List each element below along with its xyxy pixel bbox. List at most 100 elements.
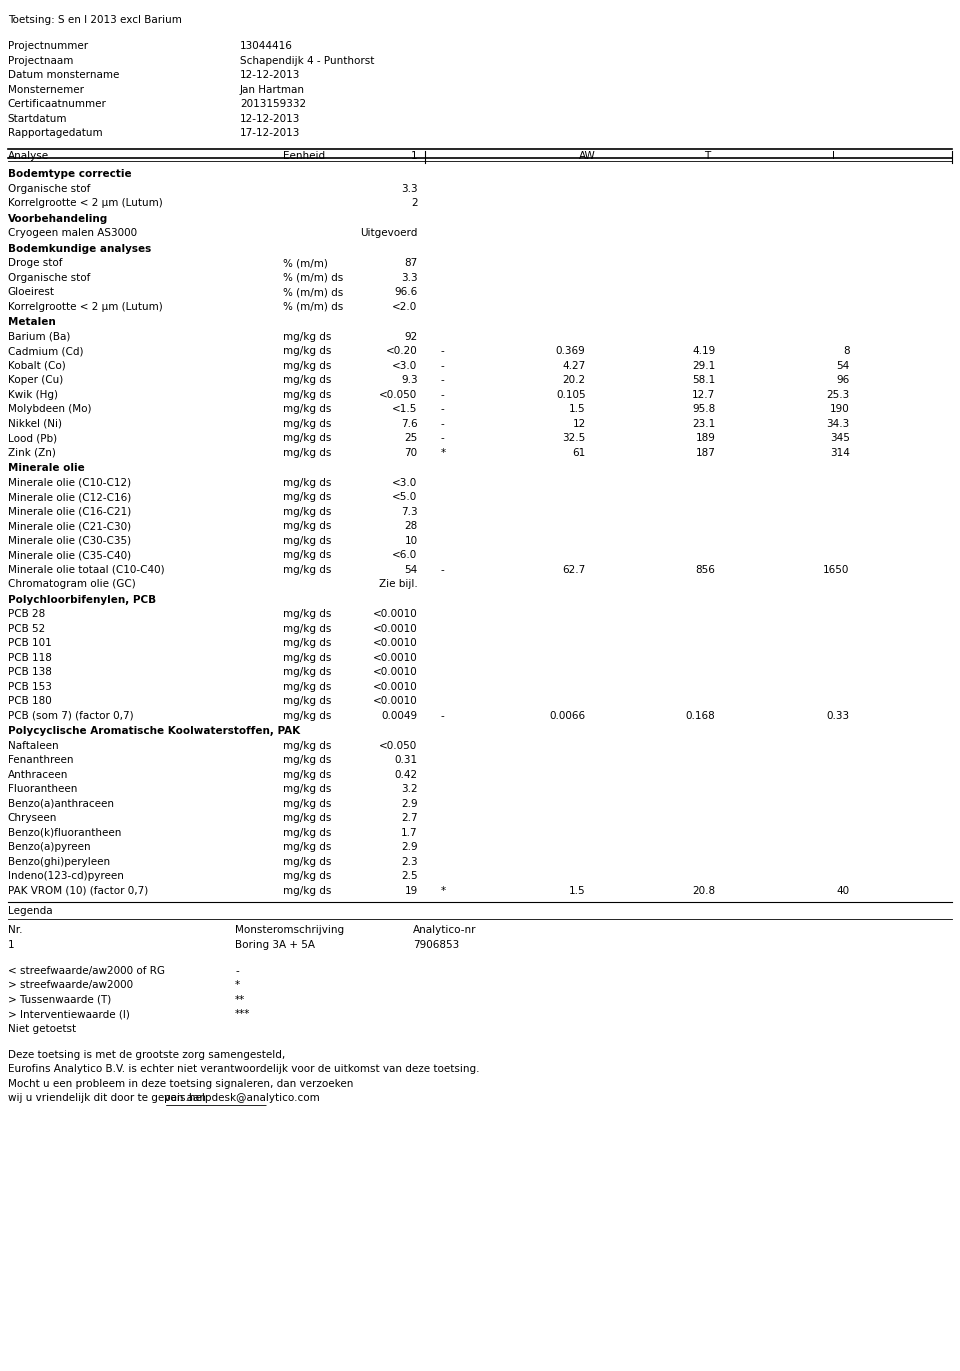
Text: 40: 40 [836,886,850,895]
Text: 96: 96 [836,376,850,385]
Text: Indeno(123-cd)pyreen: Indeno(123-cd)pyreen [8,871,124,882]
Text: > streefwaarde/aw2000: > streefwaarde/aw2000 [8,980,132,990]
Text: <0.0010: <0.0010 [372,624,418,633]
Text: 1.5: 1.5 [569,886,586,895]
Text: 1650: 1650 [824,565,850,574]
Text: pais.helpdesk@analytico.com: pais.helpdesk@analytico.com [163,1093,320,1104]
Text: Bodemkundige analyses: Bodemkundige analyses [8,244,151,254]
Text: PCB (som 7) (factor 0,7): PCB (som 7) (factor 0,7) [8,710,133,721]
Text: 87: 87 [404,258,418,269]
Text: <0.0010: <0.0010 [372,653,418,662]
Text: <0.0010: <0.0010 [372,668,418,677]
Text: Chryseen: Chryseen [8,813,57,823]
Text: mg/kg ds: mg/kg ds [283,477,331,488]
Text: -: - [441,710,444,721]
Text: mg/kg ds: mg/kg ds [283,536,331,546]
Text: Naftaleen: Naftaleen [8,740,59,751]
Text: mg/kg ds: mg/kg ds [283,418,331,429]
Text: 3.3: 3.3 [401,273,418,282]
Text: 34.3: 34.3 [827,418,850,429]
Text: mg/kg ds: mg/kg ds [283,376,331,385]
Text: Analytico-nr: Analytico-nr [413,925,476,935]
Text: <0.0010: <0.0010 [372,638,418,648]
Text: PCB 101: PCB 101 [8,638,52,648]
Text: 2.3: 2.3 [401,857,418,866]
Text: -: - [441,418,444,429]
Text: Boring 3A + 5A: Boring 3A + 5A [235,939,315,950]
Text: mg/kg ds: mg/kg ds [283,332,331,341]
Text: 20.8: 20.8 [692,886,715,895]
Text: 9.3: 9.3 [401,376,418,385]
Text: Bodemtype correctie: Bodemtype correctie [8,169,132,180]
Text: Uitgevoerd: Uitgevoerd [360,228,418,239]
Text: mg/kg ds: mg/kg ds [283,828,331,838]
Text: 17-12-2013: 17-12-2013 [240,129,300,138]
Text: mg/kg ds: mg/kg ds [283,871,331,882]
Text: 0.42: 0.42 [395,769,418,780]
Text: I: I [832,151,835,160]
Text: Benzo(k)fluorantheen: Benzo(k)fluorantheen [8,828,121,838]
Text: mg/kg ds: mg/kg ds [283,492,331,502]
Text: -: - [441,376,444,385]
Text: 0.0066: 0.0066 [549,710,586,721]
Text: mg/kg ds: mg/kg ds [283,769,331,780]
Text: % (m/m): % (m/m) [283,258,328,269]
Text: mg/kg ds: mg/kg ds [283,696,331,706]
Text: Eenheid: Eenheid [283,151,325,160]
Text: PCB 52: PCB 52 [8,624,45,633]
Text: PCB 138: PCB 138 [8,668,52,677]
Text: Nikkel (Ni): Nikkel (Ni) [8,418,61,429]
Text: ***: *** [235,1009,251,1019]
Text: Projectnummer: Projectnummer [8,41,87,51]
Text: Monsternemer: Monsternemer [8,85,84,95]
Text: Benzo(a)pyreen: Benzo(a)pyreen [8,842,90,853]
Text: 7.6: 7.6 [401,418,418,429]
Text: Benzo(ghi)peryleen: Benzo(ghi)peryleen [8,857,109,866]
Text: Minerale olie (C16-C21): Minerale olie (C16-C21) [8,507,131,517]
Text: PCB 153: PCB 153 [8,681,52,691]
Text: 12: 12 [572,418,586,429]
Text: Barium (Ba): Barium (Ba) [8,332,70,341]
Text: mg/kg ds: mg/kg ds [283,755,331,765]
Text: PCB 118: PCB 118 [8,653,52,662]
Text: -: - [441,389,444,400]
Text: Zie bijl.: Zie bijl. [379,579,418,590]
Text: Organische stof: Organische stof [8,273,90,282]
Text: Molybdeen (Mo): Molybdeen (Mo) [8,404,91,414]
Text: 2.9: 2.9 [401,842,418,853]
Text: T: T [704,151,710,160]
Text: mg/kg ds: mg/kg ds [283,361,331,370]
Text: 95.8: 95.8 [692,404,715,414]
Text: 345: 345 [829,433,850,443]
Text: Anthraceen: Anthraceen [8,769,68,780]
Text: Cryogeen malen AS3000: Cryogeen malen AS3000 [8,228,137,239]
Text: Niet getoetst: Niet getoetst [8,1024,76,1034]
Text: 0.369: 0.369 [556,345,586,356]
Text: mg/kg ds: mg/kg ds [283,886,331,895]
Text: 54: 54 [836,361,850,370]
Text: mg/kg ds: mg/kg ds [283,681,331,691]
Text: 0.168: 0.168 [685,710,715,721]
Text: **: ** [235,994,246,1005]
Text: mg/kg ds: mg/kg ds [283,668,331,677]
Text: Toetsing: S en I 2013 excl Barium: Toetsing: S en I 2013 excl Barium [8,15,181,25]
Text: > Interventiewaarde (I): > Interventiewaarde (I) [8,1009,130,1019]
Text: > Tussenwaarde (T): > Tussenwaarde (T) [8,994,111,1005]
Text: Chromatogram olie (GC): Chromatogram olie (GC) [8,579,135,590]
Text: 61: 61 [572,448,586,458]
Text: Analyse: Analyse [8,151,49,160]
Text: mg/kg ds: mg/kg ds [283,813,331,823]
Text: Deze toetsing is met de grootste zorg samengesteld,: Deze toetsing is met de grootste zorg sa… [8,1050,285,1060]
Text: 58.1: 58.1 [692,376,715,385]
Text: 0.31: 0.31 [395,755,418,765]
Text: 2.5: 2.5 [401,871,418,882]
Text: 20.2: 20.2 [563,376,586,385]
Text: <0.20: <0.20 [386,345,418,356]
Text: mg/kg ds: mg/kg ds [283,565,331,574]
Text: Organische stof: Organische stof [8,184,90,193]
Text: % (m/m) ds: % (m/m) ds [283,287,344,298]
Text: 1.5: 1.5 [569,404,586,414]
Text: 3.2: 3.2 [401,784,418,794]
Text: -: - [441,345,444,356]
Text: 187: 187 [695,448,715,458]
